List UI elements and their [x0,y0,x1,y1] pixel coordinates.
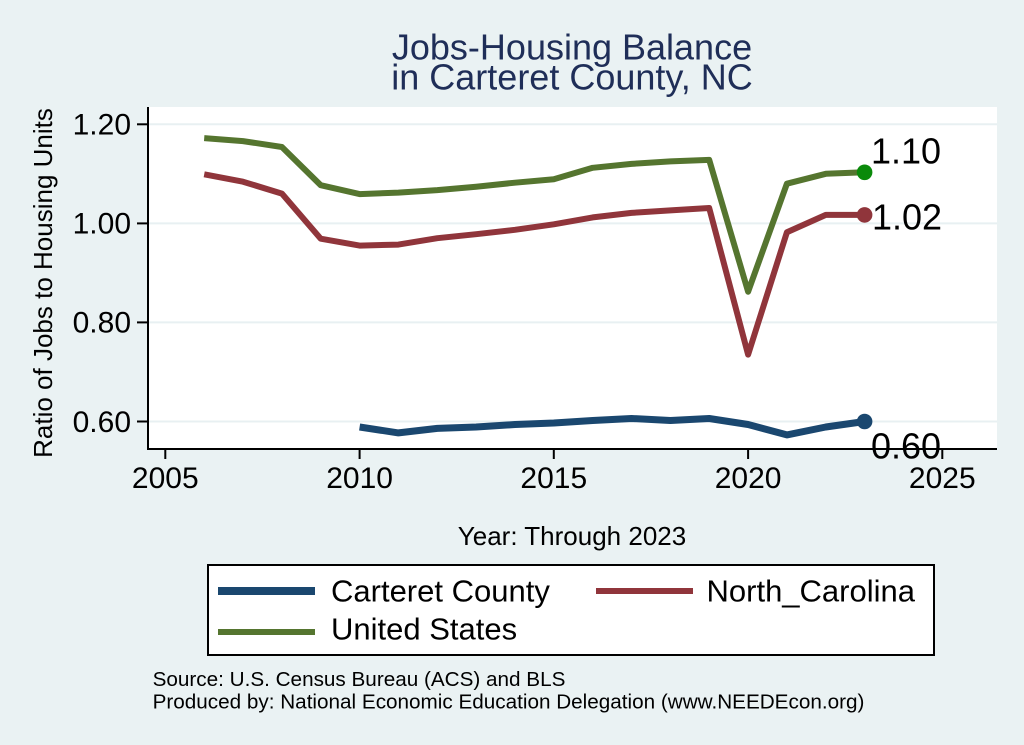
svg-text:1.00: 1.00 [73,208,131,241]
svg-text:Year: Through 2023: Year: Through 2023 [458,521,686,551]
svg-text:0.60: 0.60 [871,426,941,467]
svg-text:North_Carolina: North_Carolina [707,574,916,609]
svg-text:1.10: 1.10 [871,131,941,172]
svg-text:2010: 2010 [326,462,393,495]
svg-text:Carteret County: Carteret County [331,574,550,609]
svg-text:0.80: 0.80 [73,307,131,340]
svg-text:Ratio of Jobs to Housing Units: Ratio of Jobs to Housing Units [28,108,58,458]
svg-text:1.20: 1.20 [73,109,131,142]
svg-text:1.02: 1.02 [872,197,942,238]
svg-text:Produced by: National Economic: Produced by: National Economic Education… [153,691,865,714]
svg-text:2005: 2005 [132,462,199,495]
svg-text:in Carteret County, NC: in Carteret County, NC [391,57,752,98]
svg-text:2025: 2025 [909,462,976,495]
svg-text:Source: U.S. Census Bureau (AC: Source: U.S. Census Bureau (ACS) and BLS [153,668,566,691]
svg-text:United States: United States [331,612,517,647]
svg-text:0.60: 0.60 [73,406,131,439]
svg-text:2020: 2020 [715,462,782,495]
svg-text:Jobs-Housing Balance: Jobs-Housing Balance [392,27,752,68]
svg-text:2015: 2015 [520,462,587,495]
